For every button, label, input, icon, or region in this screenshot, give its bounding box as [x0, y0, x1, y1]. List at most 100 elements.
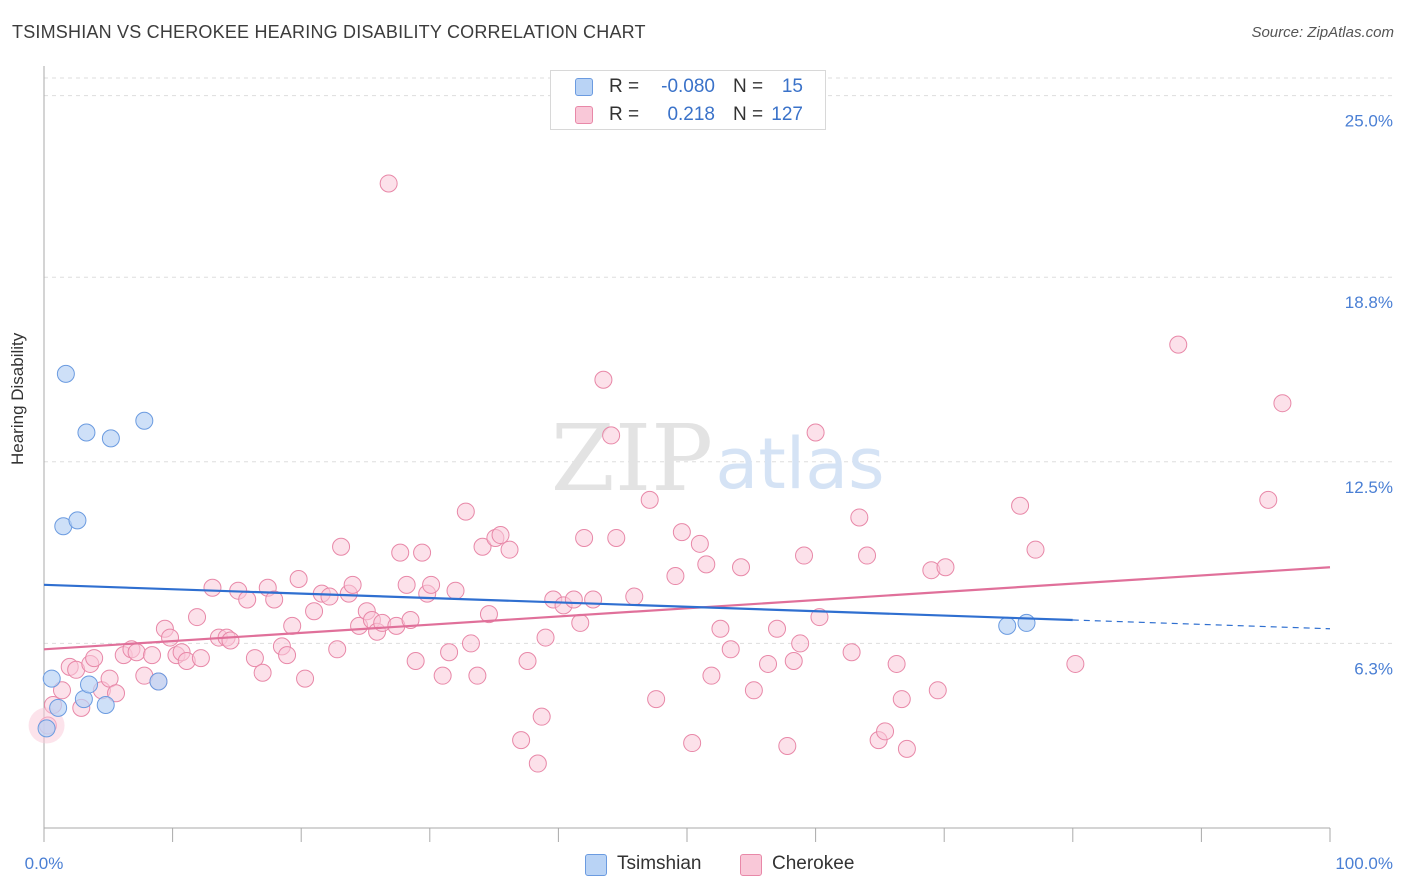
cherokee-point [672, 523, 691, 542]
cherokee-point [640, 490, 659, 509]
cherokee-point [479, 605, 498, 624]
cherokee-point [842, 643, 861, 662]
r-label: R = [609, 104, 640, 125]
cherokee-point [422, 575, 441, 594]
chart-source: Source: ZipAtlas.com [1251, 24, 1394, 41]
tsimshian-point [68, 511, 87, 530]
cherokee-point [446, 581, 465, 600]
cherokee-point [892, 690, 911, 709]
cherokee-point [876, 722, 895, 741]
cherokee-point [887, 654, 906, 673]
watermark-atlas: atlas [715, 423, 884, 505]
cherokee-point [594, 370, 613, 389]
cherokee-point [401, 610, 420, 629]
trend-lines [43, 566, 1331, 651]
cherokee-point [512, 731, 531, 750]
cherokee-point [191, 649, 210, 668]
gridlines [44, 77, 1392, 644]
cherokee-point [897, 739, 916, 758]
cherokee-point [265, 590, 284, 609]
cherokee-point [936, 558, 955, 577]
axes [43, 66, 1331, 842]
cherokee-point [440, 643, 459, 662]
cherokee-point [795, 546, 814, 565]
cherokee-point [666, 567, 685, 586]
watermark: ZIP atlas [551, 405, 885, 512]
cherokee-point [107, 684, 126, 703]
cherokee-point [253, 663, 272, 682]
cherokee-point [343, 575, 362, 594]
cherokee-point [413, 543, 432, 562]
tsimshian-point [37, 719, 56, 738]
cherokee-point [500, 540, 519, 559]
cherokee-point [278, 646, 297, 665]
cherokee-points [28, 174, 1292, 773]
cherokee-point [1066, 654, 1085, 673]
cherokee-point [85, 649, 104, 668]
tsimshian-point [49, 698, 68, 717]
tick-labels: 6.3% 12.5% 18.8% 25.0% 0.0% 100.0% [25, 112, 1393, 873]
cherokee-point [810, 608, 829, 627]
cherokee-point [744, 681, 763, 700]
tsimshian-point [149, 672, 168, 691]
cherokee-point [778, 736, 797, 755]
cherokee-point [858, 546, 877, 565]
cherokee-point [332, 537, 351, 556]
x-tick-label: 0.0% [25, 854, 64, 873]
legend-row-tsimshian: R = -0.080 N = 15 [551, 73, 825, 99]
n-value: 127 [771, 104, 803, 125]
legend-label: Tsimshian [617, 853, 702, 874]
cherokee-point [571, 613, 590, 632]
cherokee-point [1011, 496, 1030, 515]
cherokee-point [245, 649, 264, 668]
tsimshian-swatch [575, 78, 593, 96]
tsimshian-point [56, 364, 75, 383]
cherokee-point [468, 666, 487, 685]
cherokee-point [283, 616, 302, 635]
cherokee-point [532, 707, 551, 726]
cherokee-point [607, 528, 626, 547]
cherokee-point [296, 669, 315, 688]
series-legend: Tsimshian Cherokee [0, 852, 1406, 878]
tsimshian-point [998, 616, 1017, 635]
chart-title: TSIMSHIAN VS CHEROKEE HEARING DISABILITY… [12, 22, 646, 42]
tsimshian-swatch [585, 854, 607, 876]
cherokee-point [305, 602, 324, 621]
cherokee-point [406, 652, 425, 671]
cherokee-point [928, 681, 947, 700]
cherokee-point [690, 534, 709, 553]
watermark-zip: ZIP [551, 405, 713, 512]
tsimshian-trend-line [43, 583, 1073, 622]
cherokee-point [1026, 540, 1045, 559]
tsimshian-point [80, 675, 99, 694]
cherokee-point [768, 619, 787, 638]
cherokee-point [602, 426, 621, 445]
tsimshian-point [77, 423, 96, 442]
r-value: -0.080 [661, 76, 715, 97]
cherokee-point [328, 640, 347, 659]
y-tick-label: 12.5% [1345, 478, 1393, 497]
cherokee-point [127, 643, 146, 662]
cherokee-point [1273, 394, 1292, 413]
tsimshian-point [42, 669, 61, 688]
tsimshian-points [37, 364, 1036, 738]
r-value: 0.218 [667, 104, 715, 125]
cherokee-point [850, 508, 869, 527]
y-tick-label: 6.3% [1354, 659, 1393, 678]
cherokee-point [203, 578, 222, 597]
cherokee-point [461, 634, 480, 653]
y-tick-label: 25.0% [1345, 112, 1393, 131]
cherokee-point [711, 619, 730, 638]
cherokee-point [397, 575, 416, 594]
cherokee-point [625, 587, 644, 606]
cherokee-point [528, 754, 547, 773]
cherokee-point [584, 590, 603, 609]
tsimshian-point [96, 695, 115, 714]
cherokee-point [53, 681, 72, 700]
cherokee-point [143, 646, 162, 665]
cherokee-point [161, 628, 180, 647]
cherokee-point [564, 590, 583, 609]
cherokee-point [791, 634, 810, 653]
cherokee-point [702, 666, 721, 685]
